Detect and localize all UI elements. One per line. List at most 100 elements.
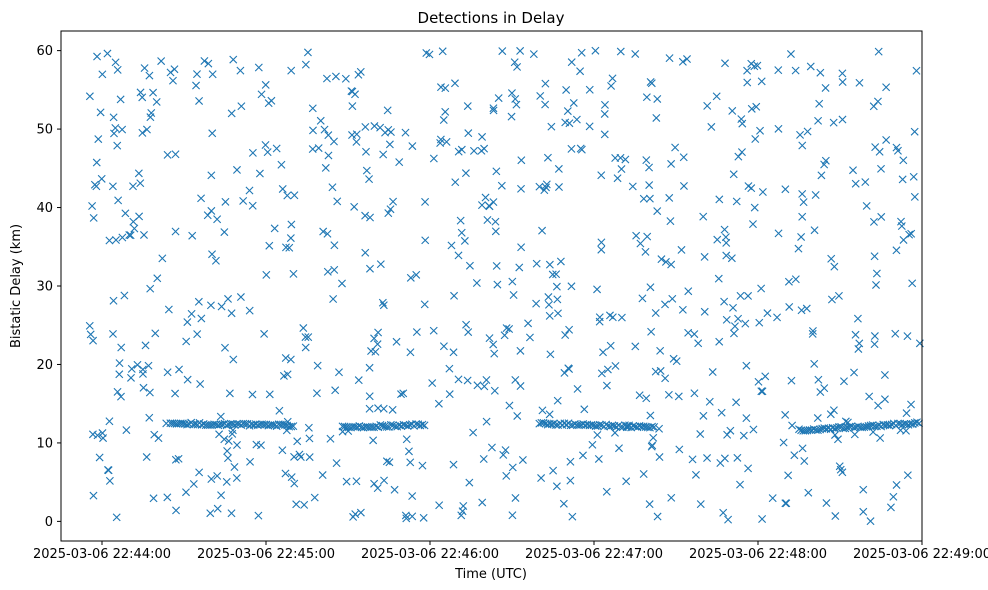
data-point [170, 65, 179, 74]
data-point [661, 257, 670, 266]
data-point [656, 346, 665, 355]
data-point [207, 171, 216, 180]
data-point [866, 517, 875, 526]
data-point [744, 464, 753, 473]
data-point [799, 198, 808, 207]
data-point [477, 201, 486, 210]
data-point [478, 132, 487, 141]
data-point [839, 377, 848, 386]
data-point [126, 231, 135, 240]
data-point [717, 408, 726, 417]
data-point [293, 437, 302, 446]
data-point [105, 476, 114, 485]
data-point [287, 473, 296, 482]
data-point [540, 186, 549, 195]
data-point [196, 380, 205, 389]
data-point [449, 460, 458, 469]
data-point [441, 107, 450, 116]
data-point [642, 394, 651, 403]
data-point [85, 321, 94, 330]
data-point [92, 158, 101, 167]
data-point [171, 389, 180, 398]
data-point [301, 333, 310, 342]
data-point [281, 243, 290, 252]
data-point [552, 420, 561, 429]
data-point [113, 141, 122, 150]
data-point [109, 113, 118, 122]
data-point [548, 270, 557, 279]
data-point [616, 423, 625, 432]
data-point [206, 301, 215, 310]
data-point [278, 184, 287, 193]
y-tick-label: 50 [36, 123, 53, 138]
data-point [511, 375, 520, 384]
data-point [366, 213, 375, 222]
data-point [795, 425, 803, 434]
data-point [628, 182, 637, 191]
data-point [254, 63, 263, 72]
data-point [728, 106, 737, 115]
data-point [118, 125, 127, 134]
data-point [683, 55, 691, 64]
data-point [851, 330, 860, 339]
data-point [597, 369, 606, 378]
data-point [145, 388, 154, 397]
data-point [265, 390, 274, 399]
data-point [588, 440, 597, 449]
data-point [222, 421, 231, 430]
data-point [283, 191, 292, 200]
data-point [197, 314, 206, 323]
data-point [479, 454, 488, 463]
data-point [138, 128, 147, 137]
data-point [316, 116, 325, 125]
data-point [356, 508, 365, 517]
data-point [260, 329, 269, 338]
data-point [552, 270, 561, 279]
data-point [429, 326, 438, 335]
data-point [322, 74, 331, 83]
data-point [157, 57, 166, 66]
data-point [655, 424, 664, 433]
data-point [382, 422, 391, 431]
data-point [810, 359, 819, 368]
data-points [85, 46, 924, 526]
data-point [465, 478, 474, 487]
data-point [272, 144, 281, 153]
data-point [650, 422, 659, 431]
data-point [903, 332, 912, 341]
data-point [651, 308, 660, 317]
data-point [236, 293, 245, 302]
data-point [774, 229, 783, 238]
data-point [753, 61, 762, 70]
data-point [899, 156, 908, 165]
y-tick-label: 60 [36, 44, 53, 59]
data-point [379, 301, 388, 310]
data-point [554, 164, 563, 173]
data-point [113, 65, 122, 74]
data-point [730, 322, 739, 331]
data-point [713, 235, 722, 244]
data-point [851, 179, 860, 188]
data-point [802, 304, 811, 313]
data-point [489, 340, 498, 349]
data-point [585, 85, 594, 94]
data-point [254, 511, 263, 520]
data-point [720, 225, 729, 234]
data-point [493, 280, 502, 289]
data-point [361, 147, 370, 156]
data-point [517, 156, 526, 165]
data-point [213, 471, 222, 480]
data-point [507, 89, 516, 98]
data-point [373, 484, 382, 493]
data-point [511, 493, 520, 502]
data-point [545, 260, 554, 269]
data-point [578, 451, 587, 460]
data-point [117, 343, 126, 352]
data-point [651, 367, 660, 376]
data-point [814, 116, 823, 125]
data-point [869, 428, 878, 436]
data-point [408, 512, 417, 521]
data-point [737, 148, 746, 157]
data-point [532, 299, 541, 308]
